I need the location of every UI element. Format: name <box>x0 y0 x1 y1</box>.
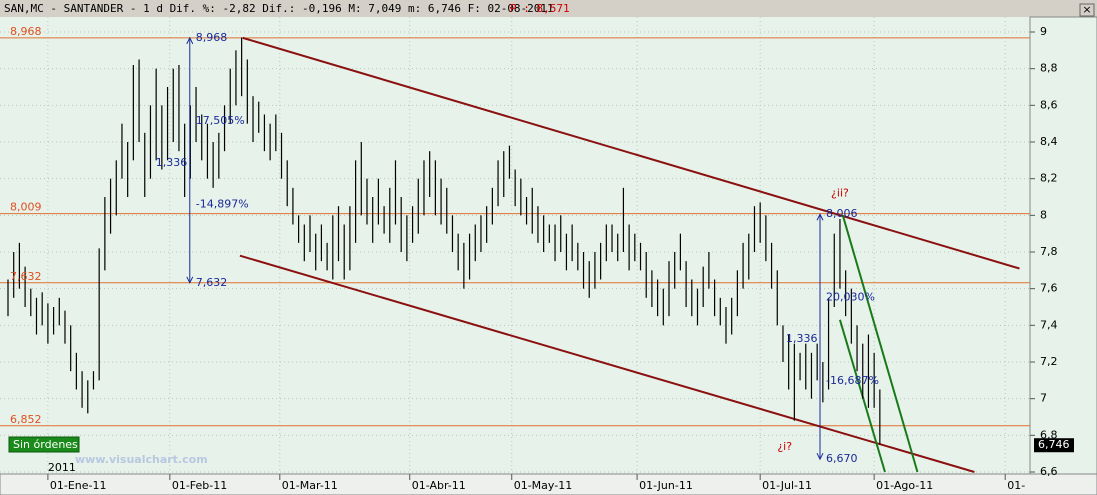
x-tick-label: 01- <box>1007 479 1025 492</box>
y-tick-label: 6,8 <box>1040 428 1058 441</box>
note: ¿i? <box>777 440 792 453</box>
level-label: 8,009 <box>10 201 42 214</box>
y-tick-label: 9 <box>1040 25 1047 38</box>
arrow-head <box>816 213 824 221</box>
measure-label: 1,336 <box>786 332 818 345</box>
y-tick-label: 8,4 <box>1040 135 1058 148</box>
measure-label: 7,632 <box>196 276 228 289</box>
x-tick-label: 01-May-11 <box>514 479 572 492</box>
y-tick-label: 6,6 <box>1040 465 1058 478</box>
y-tick-label: 8,2 <box>1040 172 1058 185</box>
level-label: 7,632 <box>10 270 42 283</box>
header-price: P : 8,571 <box>510 2 570 15</box>
plot <box>0 17 1030 474</box>
measure-label: 17,505% <box>196 114 245 127</box>
x-tick-label: 01-Abr-11 <box>412 479 466 492</box>
trend-line <box>239 254 975 473</box>
y-tick-label: 7,2 <box>1040 355 1058 368</box>
measure-label: 20,030% <box>826 291 875 304</box>
x-tick-label: 01-Ago-11 <box>876 479 933 492</box>
measure-label: -16,687% <box>826 374 879 387</box>
close-button[interactable] <box>1079 3 1095 17</box>
overlay: 8,968 17,505% 1,336 -14,897% 7,632 8,006 20,03… <box>156 31 879 465</box>
arrow-head <box>816 452 824 461</box>
x-tick-label: 01-Jun-11 <box>639 479 693 492</box>
y-tick-label: 7,8 <box>1040 245 1058 258</box>
x-tick-label: 01-Mar-11 <box>282 479 338 492</box>
y-tick-label: 8 <box>1040 208 1047 221</box>
measure-label: 6,670 <box>826 452 858 465</box>
header-bar <box>0 0 1097 17</box>
x-tick-label: 01-Feb-11 <box>172 479 227 492</box>
measure-label: -14,897% <box>196 197 249 210</box>
watermark: www.visualchart.com <box>75 453 208 466</box>
y-tick-label: 7 <box>1040 392 1047 405</box>
x-year-label: 2011 <box>48 461 76 474</box>
y-tick-label: 8,8 <box>1040 62 1058 75</box>
y-axis-area <box>1029 16 1097 475</box>
measure-label: 1,336 <box>156 156 188 169</box>
x-tick-label: 01-Jul-11 <box>762 479 812 492</box>
arrow-head <box>186 276 194 284</box>
orders-label: Sin órdenes <box>13 438 78 451</box>
arrow-head <box>186 36 194 45</box>
x-axis-area <box>0 473 1097 495</box>
trend-line <box>841 215 919 473</box>
y-tick-label: 8,6 <box>1040 98 1058 111</box>
trend-line <box>242 36 1020 270</box>
measure-label: 8,006 <box>826 207 858 220</box>
measure-label: 8,968 <box>196 31 228 44</box>
plot-area <box>0 17 1030 474</box>
y-tick-label: 7,6 <box>1040 282 1058 295</box>
header-text: SAN,MC - SANTANDER - 1 d Dif. %: -2,82 D… <box>4 2 554 15</box>
close-icon: × <box>1082 3 1091 16</box>
orders-box[interactable] <box>8 436 80 453</box>
x-tick-label: 01-Ene-11 <box>50 479 107 492</box>
last-price-label: 6,746 <box>1038 438 1070 451</box>
note: ¿ii? <box>831 186 849 199</box>
level-label: 8,968 <box>10 25 42 38</box>
last-price-tag <box>1034 438 1074 453</box>
y-tick-label: 7,4 <box>1040 318 1058 331</box>
level-label: 6,852 <box>10 413 42 426</box>
